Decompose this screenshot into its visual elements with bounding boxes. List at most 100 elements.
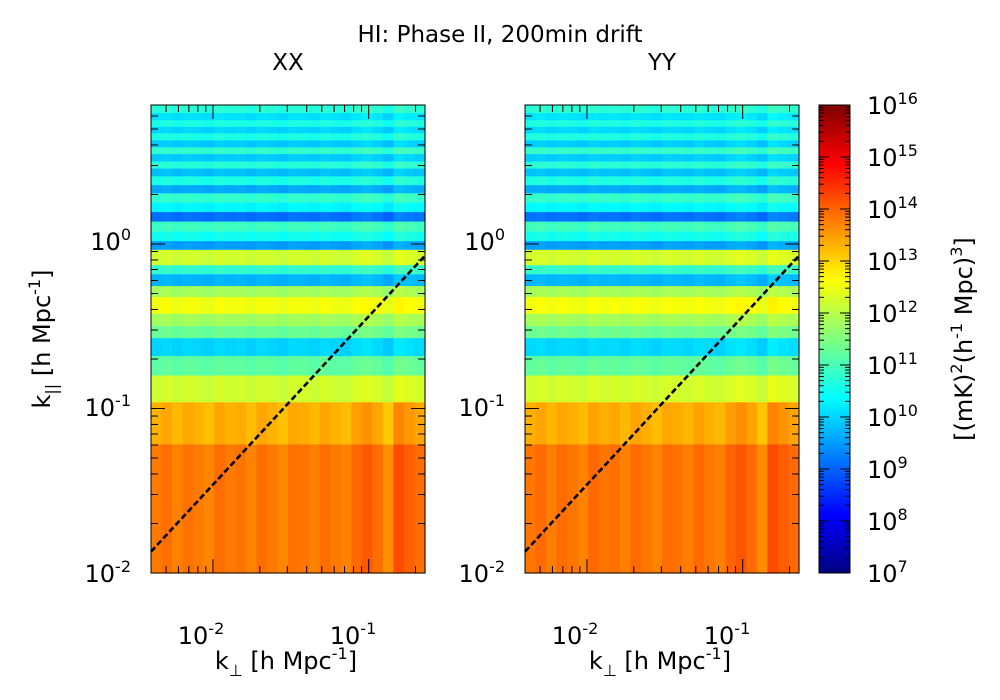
heatmap-cell bbox=[746, 313, 758, 327]
heatmap-cell bbox=[567, 313, 579, 327]
chart-title: HI: Phase II, 200min drift bbox=[357, 22, 642, 48]
heatmap-cell bbox=[767, 249, 779, 266]
heatmap-cell bbox=[319, 139, 331, 148]
heatmap-cell bbox=[725, 175, 737, 186]
heatmap-cell bbox=[351, 337, 363, 357]
heatmap-cell bbox=[340, 285, 352, 298]
heatmap-cell bbox=[546, 337, 558, 357]
heatmap-cell bbox=[256, 401, 268, 445]
xtick-label-xx-0: 10-2 bbox=[178, 619, 225, 650]
heatmap-cell bbox=[382, 139, 394, 148]
xtick-labels-yy: 10-2 10-1 bbox=[552, 619, 751, 650]
heatmap-cell bbox=[598, 230, 610, 242]
heatmap-cell bbox=[767, 119, 779, 127]
heatmap-cell bbox=[151, 153, 163, 162]
heatmap-cell bbox=[151, 167, 163, 177]
heatmap-cell bbox=[714, 285, 726, 298]
heatmap-cell bbox=[535, 296, 547, 314]
heatmap-cell bbox=[588, 240, 600, 250]
heatmap-cell bbox=[609, 146, 621, 155]
heatmap-cell bbox=[598, 119, 610, 127]
heatmap-cell bbox=[619, 112, 631, 121]
heatmap-cell bbox=[203, 313, 215, 327]
heatmap-cell bbox=[372, 139, 384, 148]
heatmap-cell bbox=[319, 401, 331, 445]
heatmap-cell bbox=[245, 221, 257, 232]
heatmap-cell bbox=[714, 126, 726, 134]
heatmap-cell bbox=[319, 153, 331, 162]
heatmap-cell bbox=[672, 119, 684, 127]
heatmap-cell bbox=[662, 167, 674, 177]
heatmap-cell bbox=[172, 112, 184, 121]
heatmap-cell bbox=[693, 264, 705, 275]
heatmap-cell bbox=[382, 285, 394, 298]
heatmap-cell bbox=[340, 202, 352, 212]
heatmap-cell bbox=[693, 184, 705, 194]
heatmap-cell bbox=[193, 273, 205, 287]
panel-yy: YY bbox=[524, 50, 800, 574]
heatmap-cell bbox=[214, 126, 226, 134]
heatmap-cell bbox=[203, 296, 215, 314]
heatmap-cell bbox=[556, 240, 568, 250]
heatmap-cell bbox=[351, 325, 363, 339]
heatmap-cell bbox=[609, 126, 621, 134]
heatmap-cell bbox=[372, 374, 384, 403]
heatmap-cell bbox=[683, 240, 695, 250]
heatmap-cell bbox=[556, 401, 568, 445]
heatmap-cell bbox=[714, 337, 726, 357]
heatmap-cell bbox=[393, 273, 405, 287]
heatmap-cell bbox=[266, 296, 279, 314]
heatmap-cell bbox=[693, 313, 705, 327]
heatmap-cell bbox=[203, 285, 215, 298]
heatmap-cell bbox=[746, 112, 758, 121]
heatmap-cell bbox=[735, 374, 747, 403]
heatmap-cell bbox=[693, 167, 705, 177]
heatmap-cell bbox=[556, 167, 568, 177]
heatmap-cell bbox=[235, 240, 247, 250]
heatmap-cell bbox=[414, 160, 426, 169]
heatmap-cell bbox=[235, 126, 247, 134]
heatmap-cell bbox=[525, 146, 537, 155]
heatmap-cell bbox=[651, 273, 663, 287]
heatmap-cell bbox=[161, 230, 173, 242]
heatmap-cell bbox=[640, 296, 653, 314]
heatmap-cell bbox=[288, 296, 300, 314]
heatmap-cell bbox=[672, 230, 684, 242]
heatmap-cell bbox=[340, 355, 352, 376]
heatmap-cell bbox=[556, 105, 568, 114]
heatmap-cell bbox=[704, 337, 716, 357]
heatmap-cell bbox=[203, 167, 215, 177]
heatmap-cell bbox=[567, 160, 579, 169]
heatmap-cell bbox=[556, 443, 568, 574]
heatmap-cell bbox=[567, 126, 579, 134]
heatmap-cell bbox=[556, 112, 568, 121]
heatmap-cell bbox=[577, 285, 589, 298]
heatmap-cell bbox=[788, 337, 800, 357]
heatmap-cell bbox=[640, 355, 653, 376]
heatmap-cell bbox=[777, 249, 790, 266]
heatmap-cell bbox=[298, 160, 310, 169]
heatmap-cell bbox=[245, 202, 257, 212]
heatmap-cell bbox=[351, 443, 363, 574]
heatmap-cell bbox=[704, 325, 716, 339]
heatmap-cell bbox=[161, 285, 173, 298]
heatmap-cell bbox=[172, 325, 184, 339]
heatmap-cell bbox=[662, 139, 674, 148]
heatmap-cell bbox=[683, 296, 695, 314]
heatmap-cell bbox=[756, 355, 768, 376]
heatmap-cell bbox=[203, 355, 215, 376]
heatmap-cell bbox=[598, 325, 610, 339]
heatmap-cell bbox=[277, 240, 289, 250]
heatmap-cell bbox=[735, 126, 747, 134]
heatmap-cell bbox=[235, 175, 247, 186]
heatmap-cell bbox=[393, 132, 405, 141]
heatmap-cell bbox=[640, 146, 653, 155]
heatmap-cell bbox=[683, 167, 695, 177]
heatmap-cell bbox=[525, 249, 537, 266]
heatmap-cell bbox=[546, 153, 558, 162]
heatmap-cell bbox=[361, 240, 373, 250]
heatmap-cell bbox=[651, 221, 663, 232]
heatmap-cell bbox=[330, 184, 342, 194]
heatmap-cell bbox=[330, 240, 342, 250]
heatmap-cell bbox=[288, 264, 300, 275]
